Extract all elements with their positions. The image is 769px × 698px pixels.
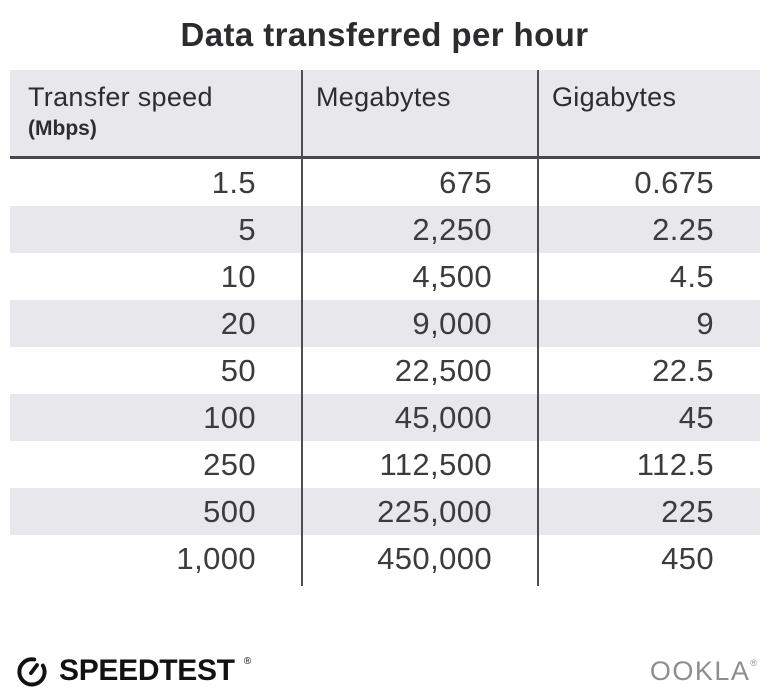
column-header-label: Gigabytes	[552, 82, 677, 112]
column-divider	[537, 70, 539, 586]
cell-speed: 50	[220, 353, 256, 388]
table-row: 100 45,000 45	[10, 394, 760, 441]
table-row: 250 112,500 112.5	[10, 441, 760, 488]
column-header-label: Megabytes	[316, 82, 451, 112]
table-header-row: Transfer speed (Mbps) Megabytes Gigabyte…	[10, 70, 760, 159]
cell-gigabytes: 45	[678, 400, 714, 435]
table-row: 1,000 450,000 450	[10, 535, 760, 582]
column-header-megabytes: Megabytes	[302, 70, 538, 156]
cell-megabytes: 225,000	[377, 494, 492, 529]
table-row: 500 225,000 225	[10, 488, 760, 535]
cell-megabytes: 675	[439, 165, 492, 200]
table-row: 1.5 675 0.675	[10, 159, 760, 206]
cell-megabytes: 45,000	[394, 400, 492, 435]
cell-speed: 100	[203, 400, 256, 435]
cell-megabytes: 450,000	[377, 541, 492, 576]
cell-megabytes: 2,250	[412, 212, 492, 247]
cell-speed: 1,000	[176, 541, 256, 576]
registered-trademark-icon: ®	[750, 657, 757, 668]
column-header-transfer-speed: Transfer speed (Mbps)	[10, 70, 302, 156]
footer: SPEEDTEST ® OOKLA ®	[14, 652, 757, 690]
registered-trademark-icon: ®	[243, 656, 252, 667]
cell-speed: 5	[238, 212, 256, 247]
ookla-wordmark: OOKLA	[649, 655, 751, 686]
page-title: Data transferred per hour	[180, 16, 589, 53]
column-divider	[301, 70, 303, 586]
cell-gigabytes: 112.5	[636, 447, 714, 482]
cell-gigabytes: 4.5	[669, 259, 714, 294]
cell-megabytes: 9,000	[412, 306, 492, 341]
table-body: 1.5 675 0.675 5 2,250 2.25 10 4,500 4.5 …	[10, 159, 760, 582]
speedtest-gauge-icon	[14, 653, 50, 689]
cell-megabytes: 112,500	[379, 447, 492, 482]
cell-gigabytes: 0.675	[634, 165, 714, 200]
cell-speed: 250	[203, 447, 256, 482]
speedtest-wordmark: SPEEDTEST	[59, 654, 235, 687]
cell-gigabytes: 2.25	[652, 212, 714, 247]
ookla-logo: OOKLA ®	[650, 656, 757, 687]
data-table: Transfer speed (Mbps) Megabytes Gigabyte…	[10, 70, 760, 586]
cell-speed: 10	[220, 259, 256, 294]
table-row: 50 22,500 22.5	[10, 347, 760, 394]
cell-speed: 1.5	[211, 165, 256, 200]
table-row: 5 2,250 2.25	[10, 206, 760, 253]
speedtest-logo: SPEEDTEST ®	[14, 653, 251, 689]
cell-speed: 500	[203, 494, 256, 529]
table-row: 20 9,000 9	[10, 300, 760, 347]
column-header-unit: (Mbps)	[28, 117, 97, 140]
cell-gigabytes: 9	[696, 306, 714, 341]
column-header-label: Transfer speed	[28, 82, 213, 112]
table-row: 10 4,500 4.5	[10, 253, 760, 300]
cell-speed: 20	[220, 306, 256, 341]
cell-megabytes: 4,500	[412, 259, 492, 294]
cell-gigabytes: 450	[661, 541, 714, 576]
column-header-gigabytes: Gigabytes	[538, 70, 760, 156]
cell-gigabytes: 22.5	[652, 353, 714, 388]
cell-gigabytes: 225	[661, 494, 714, 529]
cell-megabytes: 22,500	[394, 353, 492, 388]
